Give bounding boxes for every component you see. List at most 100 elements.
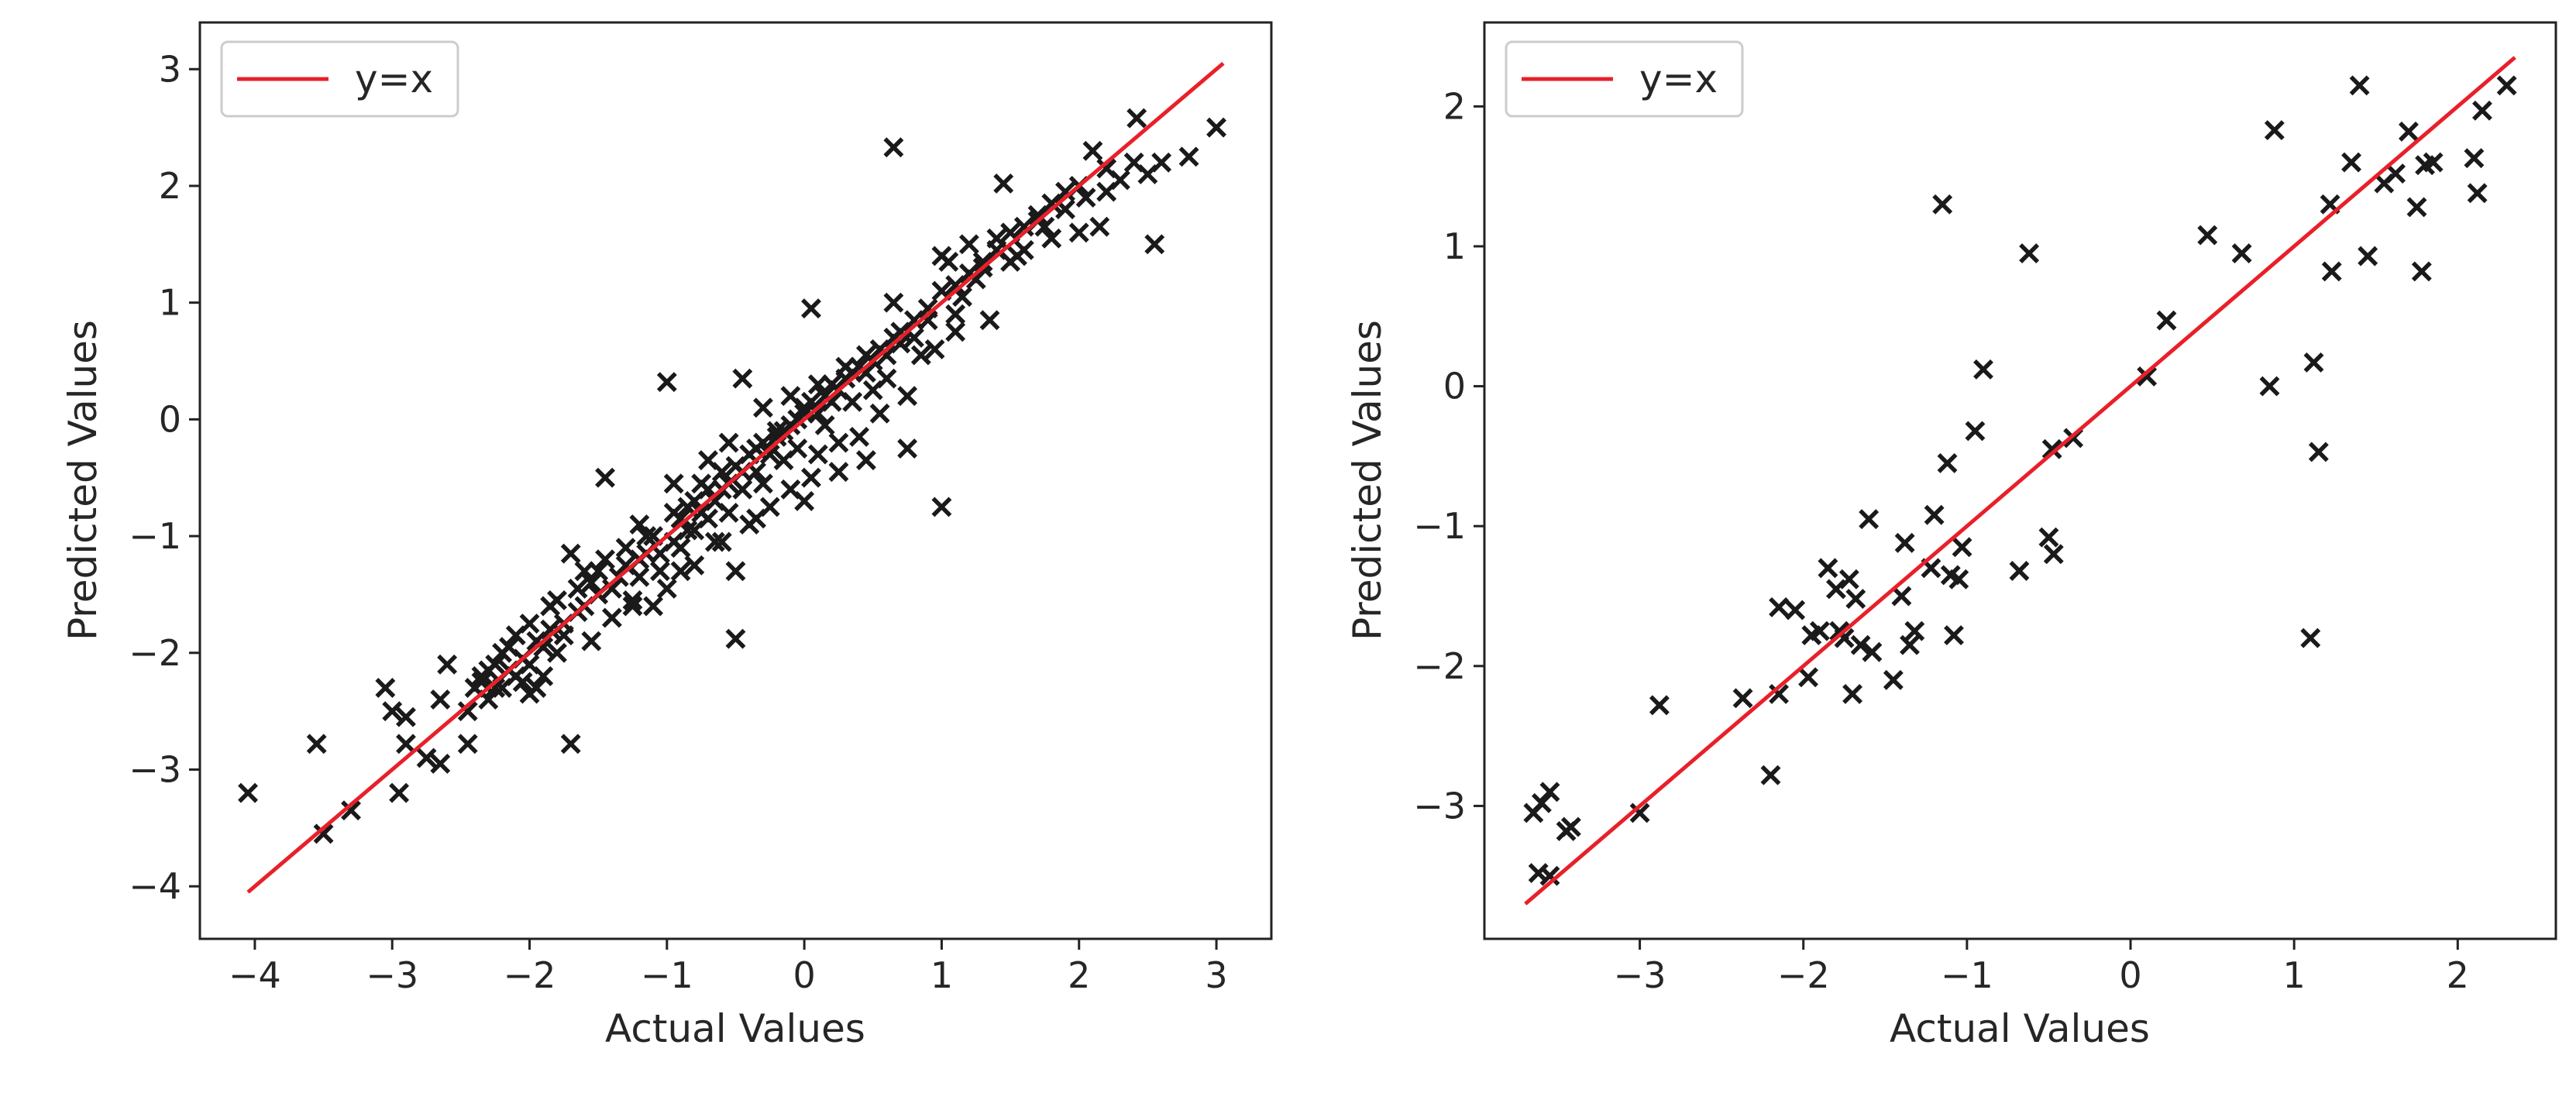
- left-scatter-point: [382, 701, 403, 722]
- left-scatter-point: [897, 386, 918, 407]
- right-scatter-point: [1932, 194, 1953, 215]
- right-scatter-point: [2156, 310, 2177, 331]
- left-scatter-point: [801, 298, 821, 319]
- right-scatter-point: [1862, 641, 1883, 662]
- left-scatter-point: [910, 345, 931, 366]
- right-scatter-point: [2041, 438, 2062, 459]
- right-scatter-point: [2411, 261, 2432, 282]
- right-scatter-point: [2259, 376, 2280, 397]
- left-scatter-point: [595, 467, 616, 488]
- left-scatter-point: [1075, 187, 1096, 208]
- left-x-axis-label: Actual Values: [605, 1006, 865, 1051]
- left-x-tick-label: −4: [229, 954, 281, 996]
- right-x-tick-label: −2: [1777, 954, 1830, 996]
- left-scatter-point: [512, 672, 533, 693]
- right-scatter-point: [1894, 532, 1915, 553]
- left-scatter-point: [759, 444, 780, 465]
- left-scatter-point: [430, 754, 451, 774]
- left-y-tick-label: 0: [159, 398, 181, 440]
- right-scatter-point: [2423, 152, 2444, 173]
- left-scatter-point: [1178, 146, 1199, 167]
- left-x-tick-label: −3: [366, 954, 418, 996]
- left-scatter-point: [1013, 239, 1034, 260]
- left-scatter-point: [540, 596, 561, 617]
- left-scatter-point: [389, 782, 410, 803]
- right-scatter-point: [2472, 100, 2492, 121]
- right-scatter-point: [2300, 627, 2321, 648]
- left-scatter-point: [711, 462, 732, 483]
- left-scatter-point: [753, 397, 773, 418]
- right-scatter-point: [1539, 782, 1560, 803]
- left-scatter-point: [855, 450, 876, 471]
- left-scatter-point: [711, 531, 732, 552]
- right-scatter-point: [1798, 667, 1819, 688]
- left-scatter-point: [917, 298, 938, 319]
- left-scatter-point: [341, 800, 361, 821]
- left-scatter-point: [807, 403, 828, 424]
- right-scatter-point: [1973, 359, 1993, 380]
- left-scatter-point: [876, 368, 897, 389]
- left-scatter-point: [663, 473, 684, 494]
- left-scatter-point: [704, 490, 725, 511]
- left-y-tick-label: 3: [159, 48, 181, 90]
- right-y-tick-label: −1: [1413, 505, 1466, 547]
- right-scatter-panel: −3 −2 −1 0 1 2 −3 −2 −1 0 1 2 Actual Values Predict…: [1345, 21, 2557, 1051]
- right-scatter-point: [2303, 352, 2324, 373]
- right-y-tick-label: 2: [1443, 85, 1466, 127]
- left-scatter-point: [485, 678, 506, 698]
- left-scatter-point: [725, 628, 746, 649]
- left-scatter-point: [1096, 158, 1117, 179]
- right-scatter-point: [1937, 452, 1958, 473]
- right-x-tick-label: 1: [2283, 954, 2306, 996]
- left-scatter-point: [814, 386, 835, 407]
- right-y-tick-label: −3: [1413, 785, 1466, 827]
- left-scatter-point: [595, 549, 616, 570]
- left-scatter-point: [396, 706, 416, 727]
- left-x-tick-label: −1: [641, 954, 693, 996]
- right-scatter-point: [1649, 695, 1670, 716]
- left-scatter-point: [787, 438, 808, 459]
- right-x-axis-label: Actual Values: [1890, 1006, 2150, 1051]
- left-scatter-point: [684, 555, 705, 576]
- right-scatter-point: [2406, 197, 2427, 218]
- left-scatter-point: [1041, 228, 1062, 249]
- right-legend: y=x: [1505, 40, 1744, 118]
- right-scatter-point: [1834, 627, 1855, 648]
- left-scatter-point: [601, 607, 622, 628]
- left-scatter-point: [732, 368, 753, 389]
- left-scatter-point: [622, 596, 643, 617]
- left-scatter-point: [938, 251, 959, 272]
- right-scatter-point: [1818, 558, 1838, 579]
- left-scatter-point: [897, 438, 918, 459]
- right-scatter-point: [2349, 75, 2370, 96]
- left-scatter-point: [876, 345, 897, 366]
- left-identity-line: [246, 61, 1225, 894]
- left-scatter-point: [807, 444, 828, 465]
- left-scatter-point: [1206, 117, 1227, 138]
- right-scatter-point: [2231, 243, 2252, 263]
- left-scatter-point: [650, 561, 670, 582]
- left-scatter-point: [869, 403, 890, 424]
- left-y-tick-label: −2: [129, 632, 181, 674]
- left-scatter-point: [533, 637, 554, 658]
- right-x-tick-label: 0: [2119, 954, 2141, 996]
- left-scatter-point: [519, 614, 540, 634]
- left-scatter-point: [945, 321, 966, 342]
- left-scatter-point: [622, 590, 643, 610]
- right-scatter-point: [1760, 765, 1781, 785]
- right-scatter-point: [2197, 225, 2218, 246]
- left-scatter-point: [1068, 222, 1089, 243]
- left-scatter-point: [629, 514, 650, 534]
- left-x-tick-label: −2: [504, 954, 556, 996]
- left-legend-box: [220, 40, 459, 118]
- right-identity-line: [1524, 56, 2516, 906]
- right-scatter-point: [1859, 509, 1880, 530]
- left-scatter-point: [567, 578, 588, 599]
- right-scatter-point: [2137, 366, 2158, 387]
- left-scatter-point: [581, 631, 602, 651]
- left-x-tick-label: 2: [1068, 954, 1090, 996]
- left-scatter-point: [849, 427, 870, 447]
- right-scatter-point: [1842, 683, 1863, 704]
- left-scatter-point: [753, 473, 773, 494]
